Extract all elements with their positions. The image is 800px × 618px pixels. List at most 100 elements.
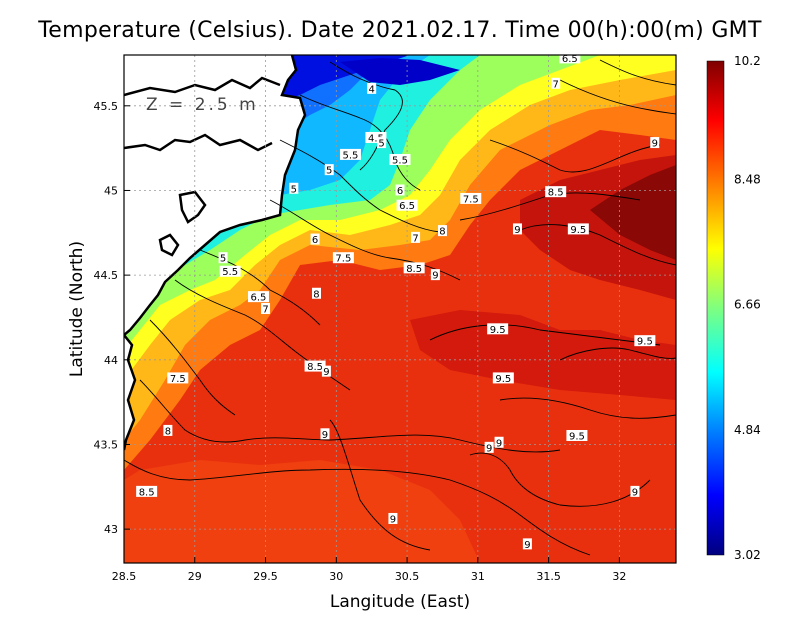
contour-label-bg xyxy=(559,52,581,64)
land-mass xyxy=(124,55,307,451)
contour-label-bg xyxy=(545,186,567,198)
contour-label-bg xyxy=(484,441,494,453)
contour-label: 9 xyxy=(524,540,530,551)
y-tick-label: 44.5 xyxy=(94,269,119,282)
contour-label-bg xyxy=(332,252,354,264)
x-tick-label: 31.5 xyxy=(536,570,561,583)
depth-label: Z = 2.5 m xyxy=(146,95,259,115)
contour-label-bg xyxy=(634,335,656,347)
contour-label: 9.5 xyxy=(569,432,585,443)
x-tick-label: 32 xyxy=(612,570,626,583)
contour-label: 8.5 xyxy=(406,264,422,275)
contour-label: 8 xyxy=(313,289,319,300)
contour-label: 5.5 xyxy=(343,150,359,161)
contour-label: 9 xyxy=(390,514,396,525)
x-tick-label: 28.5 xyxy=(112,570,137,583)
contour-label: 9 xyxy=(323,367,329,378)
x-axis-label: Langitude (East) xyxy=(330,592,470,612)
contour-label-bg xyxy=(388,512,398,524)
contour-label: 8 xyxy=(165,426,171,437)
contour-label-bg xyxy=(377,137,387,149)
contour-label-bg xyxy=(567,223,589,235)
contour-label: 7.5 xyxy=(463,194,479,205)
contour-label: 8.5 xyxy=(139,487,155,498)
contour-label: 4.5 xyxy=(368,133,384,144)
contour-label: 6.5 xyxy=(251,293,267,304)
colorbar-ticks: 10.2 8.48 6.66 4.84 3.02 xyxy=(734,54,761,562)
contour-label: 6 xyxy=(397,186,403,197)
contour-label-bg xyxy=(487,323,509,335)
contour-label: 7 xyxy=(412,233,418,244)
contour-label-bg xyxy=(320,428,330,440)
contour-label-bg xyxy=(289,182,299,194)
colorbar xyxy=(706,60,725,556)
contour-label-bg xyxy=(136,485,158,497)
map-title: Temperature (Celsius). Date 2021.02.17. … xyxy=(38,18,762,43)
contour-label: 9 xyxy=(632,487,638,498)
contour-label-bg xyxy=(522,538,532,550)
contour-label: 7.5 xyxy=(170,374,186,385)
contour-label-bg xyxy=(396,199,418,211)
y-tick-label: 45 xyxy=(104,184,118,197)
contour-label: 5 xyxy=(378,139,384,150)
contour-label: 8.5 xyxy=(548,188,564,199)
grid-lines xyxy=(123,55,676,563)
y-tick-label: 43.5 xyxy=(94,438,119,451)
contour-label-bg xyxy=(365,131,387,143)
contour-label-bg xyxy=(310,233,320,245)
contour-label-bg xyxy=(324,164,334,176)
contour-label: 8.5 xyxy=(307,362,323,373)
contour-label: 9 xyxy=(432,271,438,282)
y-axis-ticks: 45.5 45 44.5 44 43.5 43 xyxy=(94,100,130,536)
y-tick-label: 43 xyxy=(104,523,118,536)
contour-label: 9.5 xyxy=(637,337,653,348)
x-tick-label: 30 xyxy=(329,570,343,583)
colorbar-tick-label: 8.48 xyxy=(734,172,761,186)
contour-label-bg xyxy=(321,365,331,377)
contour-label-bg xyxy=(304,360,326,372)
contour-label-bg xyxy=(430,269,440,281)
contour-label: 5 xyxy=(220,254,226,265)
contour-label: 5.5 xyxy=(392,155,408,166)
contour-label-bg xyxy=(494,436,504,448)
contour-label: 7 xyxy=(553,79,559,90)
contour-label: 5 xyxy=(291,184,297,195)
colorbar-tick-label: 3.02 xyxy=(734,548,761,562)
contour-lines xyxy=(124,59,676,556)
contour-label-bg xyxy=(247,291,269,303)
x-axis-ticks: 28.5 29 29.5 30 30.5 31 31.5 32 xyxy=(112,557,626,583)
contour-label-bg xyxy=(460,192,482,204)
contour-label-bg xyxy=(395,184,405,196)
contour-label: 5.5 xyxy=(222,267,238,278)
contour-label-bg xyxy=(311,287,321,299)
contour-label: 6 xyxy=(312,235,318,246)
contour-label: 7.5 xyxy=(335,254,351,265)
y-tick-label: 45.5 xyxy=(94,100,119,113)
contour-label: 9.5 xyxy=(495,374,511,385)
contour-label-bg xyxy=(630,485,640,497)
contour-label: 7 xyxy=(262,305,268,316)
contour-label-bg xyxy=(566,430,588,441)
contour-label-bg xyxy=(403,262,425,274)
x-tick-label: 30.5 xyxy=(395,570,420,583)
contour-label: 5 xyxy=(326,166,332,177)
contour-label: 9 xyxy=(652,139,658,150)
contour-label: 9.5 xyxy=(570,225,586,236)
contour-label-bg xyxy=(339,148,361,160)
plot-frame xyxy=(123,54,677,564)
contour-label-bg xyxy=(551,77,561,89)
contour-label: 9 xyxy=(496,438,502,449)
contour-label: 9 xyxy=(322,430,328,441)
y-tick-label: 44 xyxy=(104,354,118,367)
contour-label: 9.5 xyxy=(490,325,506,336)
contour-label-bg xyxy=(218,252,228,264)
contour-label-bg xyxy=(492,372,514,384)
contour-label-bg xyxy=(389,153,411,165)
contour-label-bg xyxy=(261,303,271,314)
contour-label: 4 xyxy=(369,84,375,95)
contour-label-bg xyxy=(163,424,173,436)
contour-label-bg xyxy=(437,225,447,237)
colorbar-tick-label: 10.2 xyxy=(734,54,761,68)
